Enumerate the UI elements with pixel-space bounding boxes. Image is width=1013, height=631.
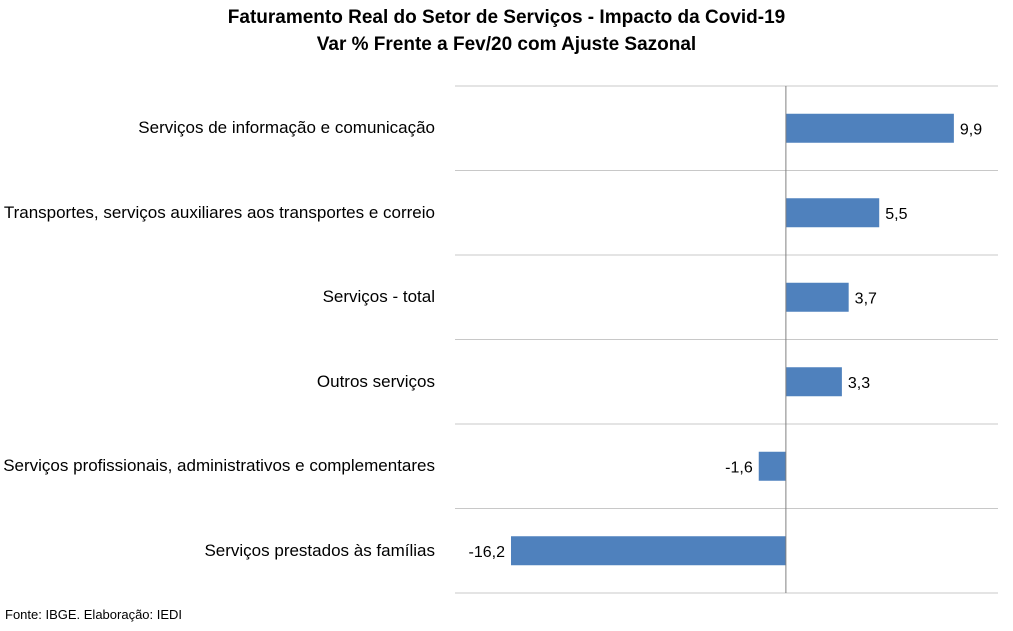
chart-title: Faturamento Real do Setor de Serviços - …: [227, 7, 786, 28]
data-label: 3,7: [855, 290, 877, 307]
category-label: Serviços - total: [322, 287, 435, 307]
data-label: 9,9: [960, 121, 982, 138]
chart-subtitle: Var % Frente a Fev/20 com Ajuste Sazonal: [316, 34, 697, 55]
bar: [510, 536, 786, 566]
data-label: -16,2: [469, 544, 506, 561]
category-label: Outros serviços: [316, 371, 435, 391]
bar: [785, 367, 842, 397]
bar: [785, 198, 880, 228]
category-label: Transportes, serviços auxiliares aos tra…: [3, 202, 435, 222]
source-note: Fonte: IBGE. Elaboração: IEDI: [5, 607, 183, 622]
category-label: Serviços de informação e comunicação: [138, 118, 435, 138]
data-label: -1,6: [725, 459, 753, 476]
bar: [758, 451, 786, 481]
data-label: 5,5: [885, 206, 907, 223]
bar: [785, 282, 849, 312]
category-label: Serviços profissionais, administrativos …: [3, 456, 435, 476]
category-label: Serviços prestados às famílias: [204, 540, 435, 560]
data-label: 3,3: [848, 375, 870, 392]
bar: [785, 113, 954, 143]
